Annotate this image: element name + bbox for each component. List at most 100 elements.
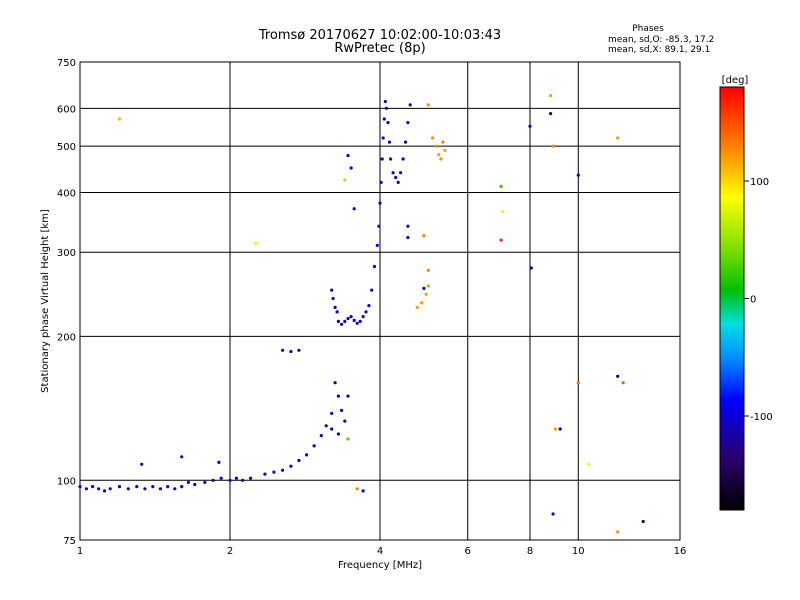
data-point bbox=[386, 121, 390, 125]
colorbar-label: [deg] bbox=[722, 75, 749, 86]
data-point bbox=[343, 178, 347, 182]
x-axis-label: Frequency [MHz] bbox=[338, 560, 422, 571]
data-point bbox=[335, 310, 339, 314]
data-point bbox=[333, 381, 337, 385]
x-tick-label: 16 bbox=[674, 546, 687, 557]
data-point bbox=[330, 411, 334, 415]
data-point bbox=[528, 124, 532, 128]
data-point bbox=[97, 487, 101, 491]
data-point bbox=[551, 144, 555, 148]
data-point bbox=[281, 348, 285, 352]
data-point bbox=[349, 166, 353, 170]
data-point bbox=[324, 424, 328, 428]
data-point bbox=[551, 512, 555, 516]
data-point bbox=[312, 444, 316, 448]
data-point bbox=[180, 485, 184, 489]
axis-ticks: 1 2 4 6 8 10 16 75 100 200 300 400 500 600 750 bbox=[57, 58, 686, 557]
data-point bbox=[78, 485, 82, 489]
data-point bbox=[343, 419, 347, 423]
data-point bbox=[441, 140, 445, 144]
data-point bbox=[158, 487, 162, 491]
data-point bbox=[364, 310, 368, 314]
y-tick-label: 750 bbox=[57, 58, 76, 69]
data-point bbox=[367, 304, 371, 308]
x-tick-label: 8 bbox=[527, 546, 533, 557]
data-point bbox=[340, 408, 344, 412]
data-point bbox=[166, 485, 170, 489]
chart-title: Tromsø 20170627 10:02:00-10:03:43 bbox=[258, 28, 501, 43]
data-point bbox=[352, 318, 356, 322]
data-point bbox=[549, 94, 553, 98]
data-point bbox=[408, 103, 412, 107]
data-point bbox=[406, 121, 410, 125]
data-point bbox=[426, 284, 430, 288]
x-tick-label: 4 bbox=[377, 546, 383, 557]
data-point bbox=[372, 264, 377, 269]
data-point bbox=[377, 224, 381, 228]
data-point bbox=[370, 288, 374, 292]
colorbar-tick-label: 0 bbox=[750, 295, 756, 306]
data-point bbox=[126, 487, 130, 491]
x-tick-label: 1 bbox=[77, 546, 83, 557]
phase-stats-o: mean, sd,O: -85.3, 17.2 bbox=[608, 35, 714, 45]
data-point bbox=[401, 157, 405, 161]
data-point bbox=[424, 292, 428, 296]
data-point bbox=[281, 468, 285, 472]
data-point bbox=[143, 487, 147, 491]
data-point bbox=[336, 432, 340, 436]
data-point bbox=[330, 427, 334, 431]
x-tick-label: 6 bbox=[465, 546, 471, 557]
data-point bbox=[576, 173, 580, 177]
data-point bbox=[331, 296, 335, 301]
data-point bbox=[346, 394, 350, 398]
data-point bbox=[384, 106, 388, 110]
colorbar-tick-label: 100 bbox=[750, 177, 769, 188]
data-point bbox=[426, 103, 430, 107]
data-point bbox=[587, 462, 591, 466]
data-point bbox=[211, 478, 215, 482]
data-point bbox=[352, 207, 356, 211]
data-point bbox=[340, 322, 344, 326]
data-point bbox=[289, 349, 293, 354]
colorbar-ticks: 100 0 -100 bbox=[744, 177, 773, 423]
colorbar bbox=[719, 86, 745, 511]
data-point bbox=[426, 268, 430, 272]
data-point bbox=[297, 348, 301, 352]
data-point bbox=[193, 482, 197, 487]
data-point bbox=[396, 180, 400, 184]
data-point bbox=[383, 99, 387, 104]
x-tick-label: 2 bbox=[227, 546, 233, 557]
data-point bbox=[391, 171, 395, 175]
data-point bbox=[380, 157, 384, 161]
data-point bbox=[108, 487, 112, 491]
data-point bbox=[346, 316, 350, 321]
data-point bbox=[355, 321, 359, 325]
data-point bbox=[361, 489, 365, 493]
data-point bbox=[549, 112, 553, 116]
data-point bbox=[84, 487, 88, 491]
data-point bbox=[576, 381, 580, 385]
data-point bbox=[117, 117, 122, 121]
data-point bbox=[343, 319, 347, 323]
data-point bbox=[406, 224, 410, 228]
data-point bbox=[420, 301, 424, 305]
data-point bbox=[186, 480, 190, 484]
data-point bbox=[389, 157, 393, 161]
data-point bbox=[319, 434, 323, 438]
data-point bbox=[358, 319, 362, 323]
data-point bbox=[333, 305, 337, 309]
data-point bbox=[616, 136, 620, 140]
data-point bbox=[439, 157, 443, 161]
data-point bbox=[135, 485, 139, 489]
data-point bbox=[499, 238, 503, 242]
data-point bbox=[336, 394, 340, 398]
y-tick-label: 600 bbox=[57, 104, 76, 115]
data-point bbox=[387, 140, 392, 144]
data-point bbox=[616, 530, 620, 534]
data-point bbox=[378, 201, 382, 205]
data-point bbox=[422, 234, 426, 238]
data-point bbox=[499, 184, 503, 188]
data-point bbox=[117, 485, 122, 489]
y-tick-label: 100 bbox=[57, 476, 76, 487]
y-tick-label: 500 bbox=[57, 142, 76, 153]
